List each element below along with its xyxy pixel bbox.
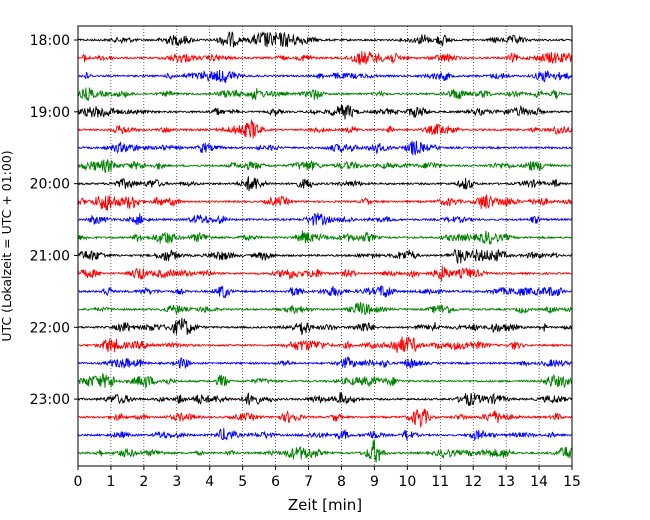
x-tick-label: 6: [271, 474, 280, 490]
trace-1815: [77, 51, 573, 66]
trace-1900: [77, 104, 573, 120]
trace-2330: [77, 427, 573, 442]
plot-frame: [77, 25, 573, 467]
x-tick-label: 11: [431, 474, 449, 490]
trace-2345: [77, 439, 572, 463]
trace-1930: [77, 140, 573, 156]
x-tick-label: 2: [139, 474, 148, 490]
x-axis-ticks: 0 1 2 3 4 5 6 7 8 9 10 11 12 13 14 15: [74, 466, 581, 490]
x-tick-label: 7: [304, 474, 313, 490]
trace-2100: [77, 248, 573, 264]
x-tick-label: 3: [172, 474, 181, 490]
trace-2315: [77, 408, 573, 428]
x-tick-label: 4: [205, 474, 214, 490]
y-axis-label: UTC (Lokalzeit = UTC + 01:00): [0, 150, 14, 341]
y-tick-label: 21:00: [30, 248, 70, 264]
vertical-grid: [110, 26, 540, 466]
x-tick-label: 9: [370, 474, 379, 490]
y-tick-label: 23:00: [30, 392, 70, 408]
y-axis-ticks: 18:00 19:00 20:00 21:00 22:00 23:00: [30, 33, 78, 408]
trace-2245: [77, 373, 573, 390]
x-tick-label: 10: [398, 474, 416, 490]
x-tick-label: 0: [74, 474, 83, 490]
y-tick-label: 19:00: [30, 105, 70, 121]
trace-2000: [77, 176, 573, 192]
y-tick-label: 22:00: [30, 320, 70, 336]
trace-2215: [77, 336, 573, 353]
trace-2200: [77, 317, 573, 336]
trace-2130: [77, 285, 573, 299]
y-tick-label: 18:00: [30, 33, 70, 49]
trace-1800: [77, 30, 573, 48]
x-axis-label: Zeit [min]: [288, 496, 362, 514]
seismogram-traces: [77, 30, 573, 463]
x-tick-label: 13: [497, 474, 515, 490]
x-tick-label: 5: [238, 474, 247, 490]
trace-2045: [77, 230, 573, 245]
trace-1845: [77, 87, 573, 102]
x-tick-label: 12: [464, 474, 482, 490]
trace-2300: [77, 391, 573, 407]
trace-1830: [77, 69, 573, 83]
x-tick-label: 14: [530, 474, 548, 490]
trace-2030: [77, 212, 572, 226]
trace-1915: [77, 119, 573, 139]
trace-2115: [77, 265, 572, 282]
trace-2230: [77, 356, 573, 370]
x-tick-label: 8: [337, 474, 346, 490]
x-tick-label: 15: [563, 474, 581, 490]
trace-1945: [77, 159, 572, 174]
trace-2145: [77, 302, 572, 316]
y-tick-label: 20:00: [30, 177, 70, 193]
x-tick-label: 1: [106, 474, 115, 490]
trace-2015: [77, 194, 573, 211]
